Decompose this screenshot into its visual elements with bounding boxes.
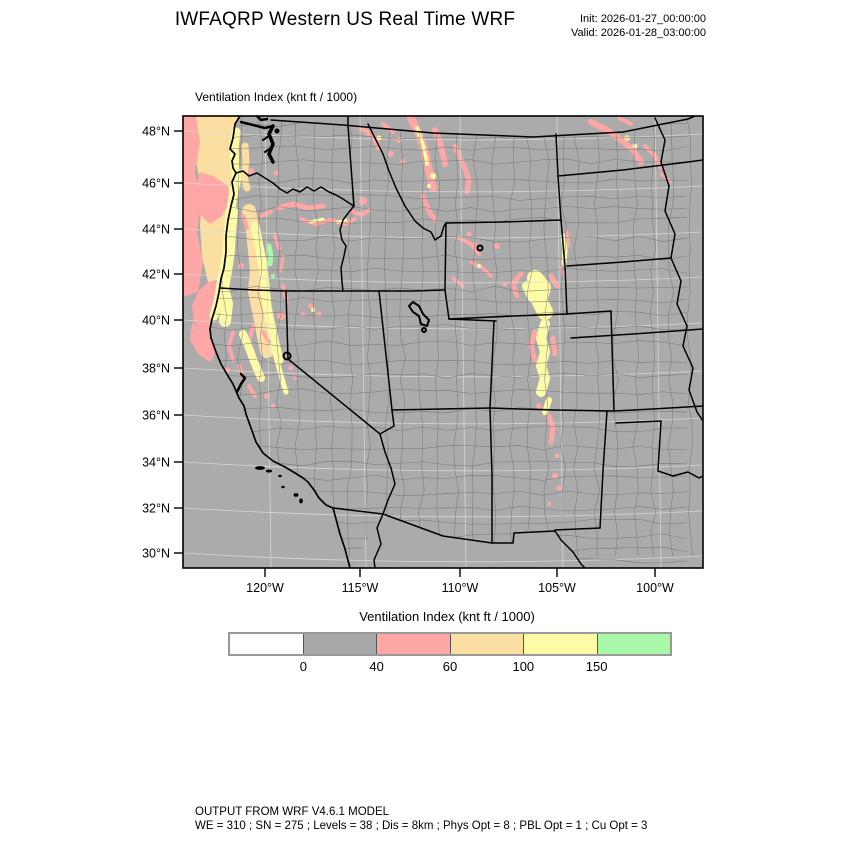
colorbar-segment-1 bbox=[302, 634, 376, 654]
model-info: OUTPUT FROM WRF V4.6.1 MODEL WE = 310 ; … bbox=[195, 805, 647, 833]
lat-tick-label: 44°N bbox=[142, 223, 170, 237]
colorbar-title: Ventilation Index (knt ft / 1000) bbox=[359, 609, 535, 624]
colorbar-segment-0 bbox=[230, 634, 303, 654]
lat-tick-label: 48°N bbox=[142, 125, 170, 139]
lon-tick-label: 120°W bbox=[246, 581, 284, 595]
wrf-map-canvas: 48°N 46°N 44°N 42°N 40°N 38°N 36°N 34°N 32°N 30°N… bbox=[142, 115, 704, 595]
model-info-line1: OUTPUT FROM WRF V4.6.1 MODEL bbox=[195, 806, 390, 818]
valid-time: Valid: 2026-01-28_03:00:00 bbox=[571, 27, 706, 39]
lat-tick-label: 46°N bbox=[142, 177, 170, 191]
lon-tick-label: 110°W bbox=[442, 581, 479, 595]
lon-tick-label: 115°W bbox=[342, 581, 379, 595]
colorbar bbox=[228, 632, 672, 656]
lat-tick-label: 36°N bbox=[142, 409, 170, 423]
lat-tick-label: 42°N bbox=[142, 268, 170, 282]
lat-tick-label: 34°N bbox=[142, 456, 170, 470]
lat-tick-label: 38°N bbox=[142, 362, 170, 376]
lon-tick-label: 100°W bbox=[636, 581, 674, 595]
lat-tick-label: 32°N bbox=[142, 502, 170, 516]
colorbar-segment-4 bbox=[523, 634, 597, 654]
model-info-line2: WE = 310 ; SN = 275 ; Levels = 38 ; Dis … bbox=[195, 820, 648, 832]
colorbar-tick-label: 100 bbox=[512, 659, 535, 674]
colorbar-segment-2 bbox=[376, 634, 450, 654]
colorbar-tick-label: 150 bbox=[585, 659, 608, 674]
lat-tick-label: 40°N bbox=[142, 314, 170, 328]
init-time: Init: 2026-01-27_00:00:00 bbox=[580, 13, 706, 25]
map-area: 48°N 46°N 44°N 42°N 40°N 38°N 36°N 34°N 32°N 30°N… bbox=[120, 100, 720, 620]
lon-tick-label: 105°W bbox=[538, 581, 576, 595]
colorbar-tick-label: 40 bbox=[369, 659, 384, 674]
colorbar-tick-label: 60 bbox=[442, 659, 458, 674]
colorbar-tick-label: 0 bbox=[299, 659, 307, 674]
page-title: IWFAQRP Western US Real Time WRF bbox=[174, 9, 516, 30]
colorbar-segment-5 bbox=[596, 634, 670, 654]
run-times: Init: 2026-01-27_00:00:00 Valid: 2026-01… bbox=[571, 12, 706, 40]
colorbar-segment-3 bbox=[449, 634, 523, 654]
lat-tick-label: 30°N bbox=[142, 547, 170, 561]
field-label: Ventilation Index (knt ft / 1000) bbox=[195, 90, 358, 104]
